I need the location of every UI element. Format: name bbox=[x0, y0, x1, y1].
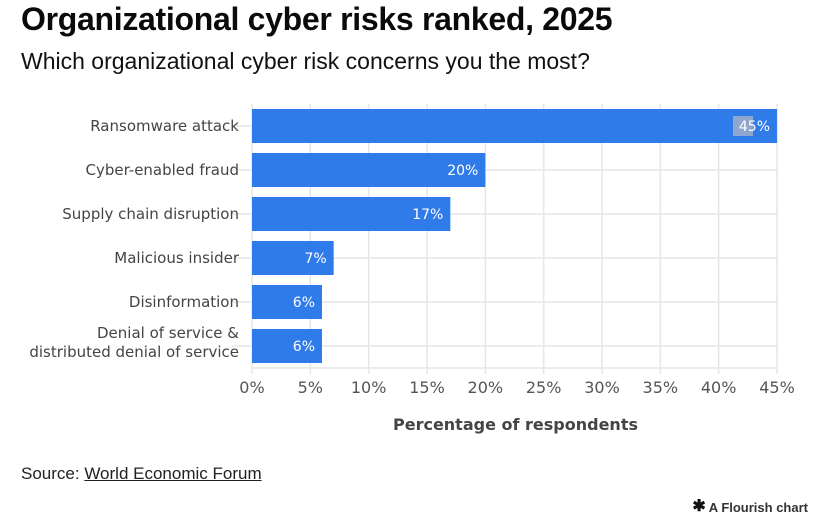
x-tick-label: 15% bbox=[409, 378, 445, 397]
category-label: Disinformation bbox=[129, 293, 239, 311]
category-label: Supply chain disruption bbox=[62, 205, 239, 223]
x-tick-label: 25% bbox=[526, 378, 562, 397]
x-tick-label: 30% bbox=[584, 378, 620, 397]
bar[interactable] bbox=[252, 197, 451, 231]
bars: 45% 20% 17% 7% 6% 6% bbox=[252, 109, 777, 363]
x-axis-title: Percentage of respondents bbox=[393, 415, 638, 434]
bar[interactable] bbox=[252, 285, 322, 319]
category-label-line: distributed denial of service bbox=[29, 343, 239, 361]
x-tick-label: 40% bbox=[701, 378, 737, 397]
bar[interactable] bbox=[252, 109, 777, 143]
bar-value-label: 6% bbox=[293, 339, 315, 355]
x-tick-label: 5% bbox=[298, 378, 323, 397]
source-link[interactable]: World Economic Forum bbox=[84, 464, 262, 483]
bar-value-label: 7% bbox=[304, 251, 326, 267]
x-axis-ticks: 0% 5% 10% 15% 20% 25% 30% 35% 40% 45% bbox=[239, 378, 794, 397]
x-tick-label: 0% bbox=[239, 378, 264, 397]
x-tick-label: 20% bbox=[468, 378, 504, 397]
bar-value-label: 20% bbox=[447, 163, 478, 179]
flourish-star-icon: ✱ bbox=[692, 498, 706, 515]
category-label-line: Denial of service & bbox=[97, 324, 239, 342]
category-label: Cyber-enabled fraud bbox=[85, 161, 239, 179]
category-label: Denial of service & distributed denial of… bbox=[29, 324, 239, 361]
bar-value-label: 17% bbox=[412, 207, 443, 223]
bar[interactable] bbox=[252, 241, 334, 275]
x-tick-label: 35% bbox=[643, 378, 679, 397]
chart-subtitle: Which organizational cyber risk concerns… bbox=[21, 48, 590, 74]
chart-title: Organizational cyber risks ranked, 2025 bbox=[21, 1, 613, 37]
text-selection-highlight bbox=[733, 116, 753, 136]
bar[interactable] bbox=[252, 153, 486, 187]
bar-value-label: 45% bbox=[739, 119, 770, 135]
source-note: Source: World Economic Forum bbox=[21, 464, 262, 484]
category-labels: Ransomware attack Cyber-enabled fraud Supp… bbox=[29, 117, 239, 361]
x-tick-label: 45% bbox=[759, 378, 795, 397]
source-prefix: Source: bbox=[21, 464, 85, 483]
x-tick-label: 10% bbox=[351, 378, 387, 397]
flourish-credit[interactable]: ✱ A Flourish chart bbox=[692, 499, 808, 515]
bar[interactable] bbox=[252, 329, 322, 363]
category-label: Malicious insider bbox=[114, 249, 240, 267]
flourish-credit-label: A Flourish chart bbox=[708, 499, 808, 515]
bar-value-label: 6% bbox=[293, 295, 315, 311]
category-label: Ransomware attack bbox=[90, 117, 239, 135]
